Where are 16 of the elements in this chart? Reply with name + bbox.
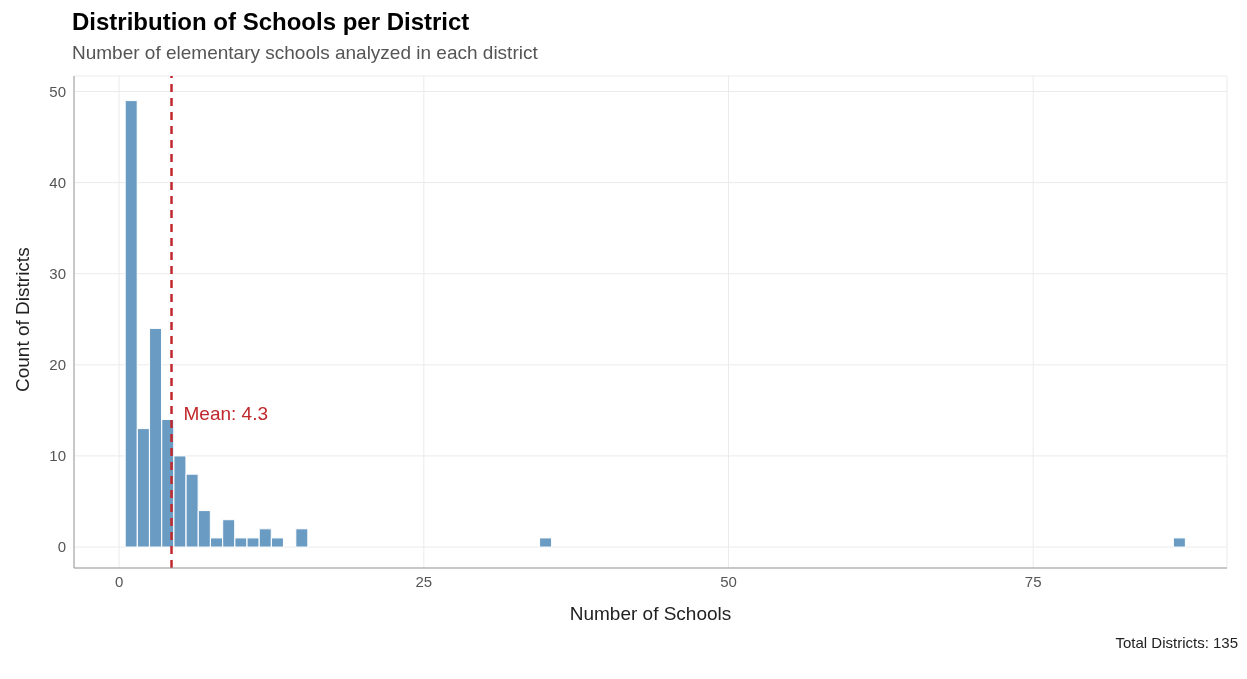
x-tick-label: 75 (1024, 572, 1042, 590)
y-tick-label: 30 (49, 265, 66, 283)
chart-title: Distribution of Schools per District (72, 8, 471, 36)
y-tick-label: 20 (49, 356, 66, 374)
x-tick-label: 25 (415, 572, 433, 590)
y-tick-label: 10 (49, 447, 66, 465)
y-tick-label: 50 (49, 82, 66, 100)
text: Total Districts: 135 (1114, 634, 1238, 651)
x-axis-title: Number of Schools (569, 603, 732, 624)
x-tick-label: 50 (720, 572, 737, 590)
y-tick-label: 40 (49, 173, 66, 191)
chart-subtitle: Number of elementary schools analyzed in each district (72, 42, 539, 64)
y-axis-title: Count of Districts (11, 247, 33, 392)
ref-line-label: Mean: 4.3 (183, 403, 269, 425)
x-tick-label: 0 (114, 572, 124, 590)
y-tick-label: 0 (57, 538, 66, 556)
